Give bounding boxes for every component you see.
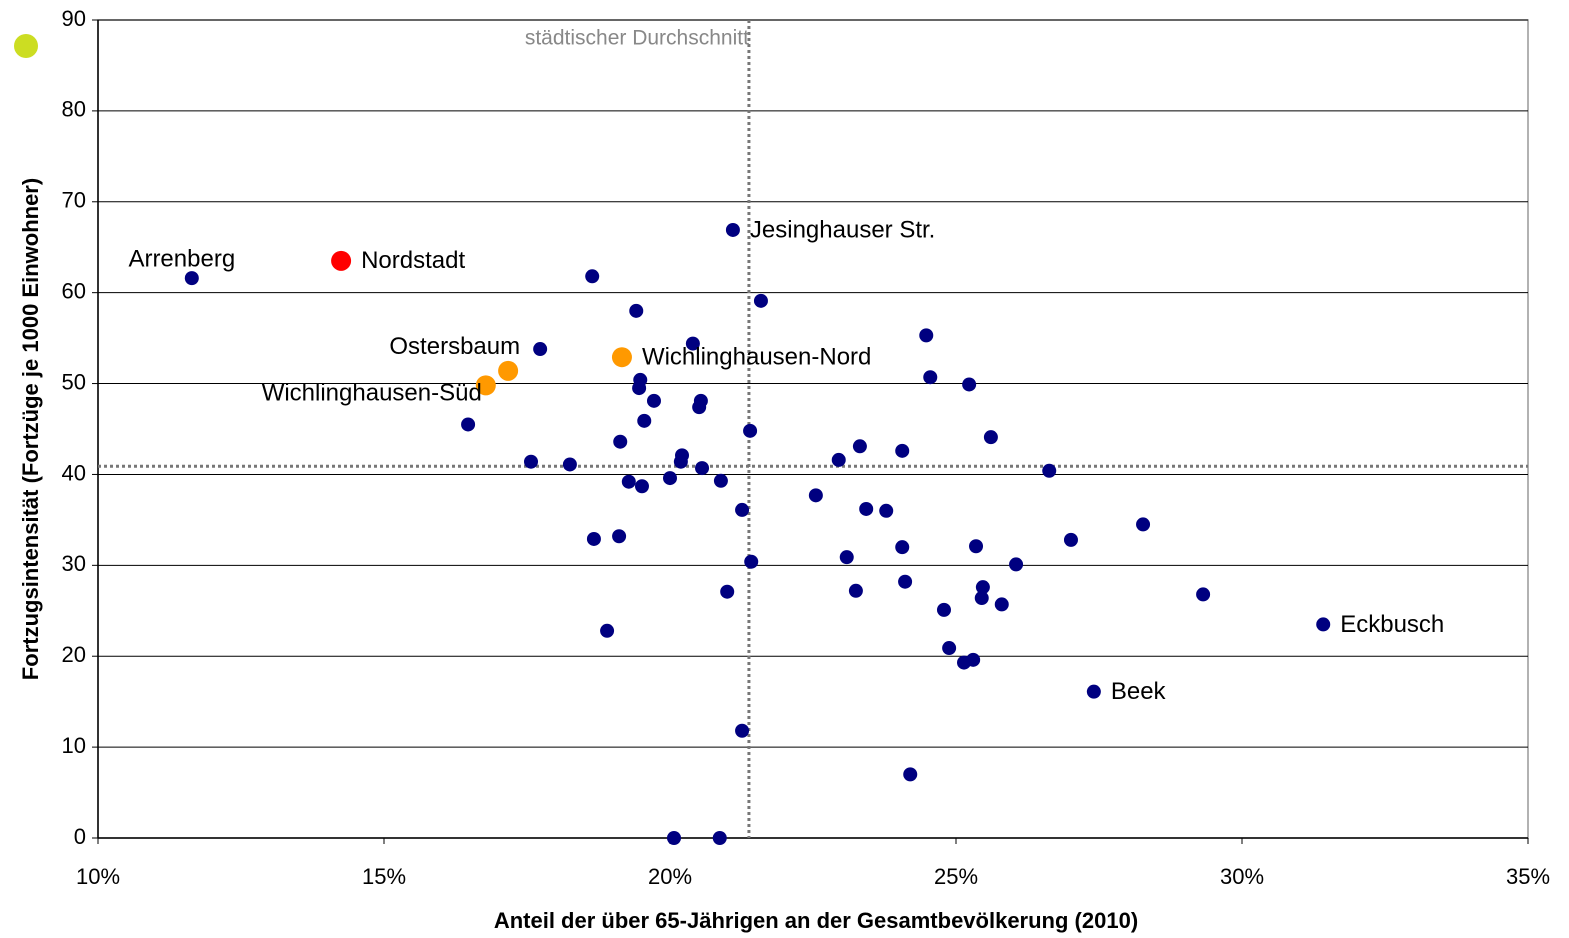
point-label: Arrenberg	[128, 245, 235, 272]
point	[1316, 617, 1331, 632]
y-tick-label: 20	[62, 642, 86, 667]
point	[974, 591, 989, 606]
point	[725, 222, 740, 237]
y-tick-label: 50	[62, 369, 86, 394]
point	[634, 479, 649, 494]
point	[735, 723, 750, 738]
point	[1196, 587, 1211, 602]
point	[743, 423, 758, 438]
point-label: Jesinghauser Str.	[750, 216, 935, 243]
plot-area	[97, 19, 1529, 839]
point	[895, 540, 910, 555]
x-tick-label: 15%	[362, 864, 406, 889]
point	[600, 623, 615, 638]
point	[611, 347, 632, 368]
x-tick-label: 25%	[934, 864, 978, 889]
point	[969, 539, 984, 554]
point	[629, 303, 644, 318]
point-label: Beek	[1111, 678, 1167, 705]
x-tick-label: 30%	[1220, 864, 1264, 889]
point	[879, 503, 894, 518]
reference-label: städtischer Durchschnitt	[525, 27, 749, 50]
y-tick-label: 40	[62, 460, 86, 485]
y-tick-label: 80	[62, 97, 86, 122]
point	[994, 597, 1009, 612]
point	[586, 531, 601, 546]
point	[975, 580, 990, 595]
point	[1042, 463, 1057, 478]
point	[461, 417, 476, 432]
point	[808, 488, 823, 503]
point	[735, 502, 750, 517]
point	[903, 767, 918, 782]
point	[637, 413, 652, 428]
point-label: Ostersbaum	[389, 333, 520, 360]
point	[852, 439, 867, 454]
point	[895, 443, 910, 458]
point	[524, 454, 539, 469]
point	[475, 375, 496, 396]
point-label: Wichlinghausen-Süd	[262, 380, 482, 407]
point	[621, 474, 636, 489]
point	[839, 550, 854, 565]
point	[966, 652, 981, 667]
point	[720, 584, 735, 599]
point	[942, 641, 957, 656]
x-tick-label: 20%	[648, 864, 692, 889]
point	[936, 602, 951, 617]
point	[753, 293, 768, 308]
point-label: Eckbusch	[1340, 611, 1444, 638]
point	[498, 360, 519, 381]
point	[585, 269, 600, 284]
point	[184, 271, 199, 286]
y-tick-label: 0	[74, 824, 86, 849]
y-tick-label: 30	[62, 551, 86, 576]
point	[613, 434, 628, 449]
point	[1086, 684, 1101, 699]
x-tick-label: 10%	[76, 864, 120, 889]
point	[859, 501, 874, 516]
y-tick-label: 10	[62, 733, 86, 758]
point	[695, 461, 710, 476]
point	[1009, 557, 1024, 572]
point	[1063, 532, 1078, 547]
point	[898, 574, 913, 589]
point	[962, 377, 977, 392]
point	[685, 336, 700, 351]
point	[744, 554, 759, 569]
y-tick-label: 70	[62, 188, 86, 213]
legend-marker	[14, 34, 38, 58]
point	[919, 328, 934, 343]
point	[331, 250, 352, 271]
point	[1136, 517, 1151, 532]
y-tick-label: 90	[62, 6, 86, 31]
point	[646, 393, 661, 408]
point	[663, 471, 677, 486]
point-label: Nordstadt	[361, 247, 465, 274]
point	[983, 430, 998, 445]
point	[848, 583, 863, 598]
point-label: Wichlinghausen-Nord	[642, 344, 871, 371]
point	[831, 452, 846, 467]
point	[692, 400, 707, 415]
x-axis-title: Anteil der über 65-Jährigen an der Gesam…	[494, 908, 1138, 933]
point	[923, 370, 938, 385]
point	[673, 454, 688, 469]
point	[612, 529, 627, 544]
point	[533, 342, 548, 357]
y-axis-title: Fortzugsintensität (Fortzüge je 1000 Ein…	[18, 178, 43, 680]
y-tick-label: 60	[62, 278, 86, 303]
point	[667, 831, 682, 845]
point	[562, 457, 577, 472]
x-tick-label: 35%	[1506, 864, 1550, 889]
point	[713, 473, 728, 488]
point	[712, 831, 727, 845]
point	[632, 381, 647, 396]
